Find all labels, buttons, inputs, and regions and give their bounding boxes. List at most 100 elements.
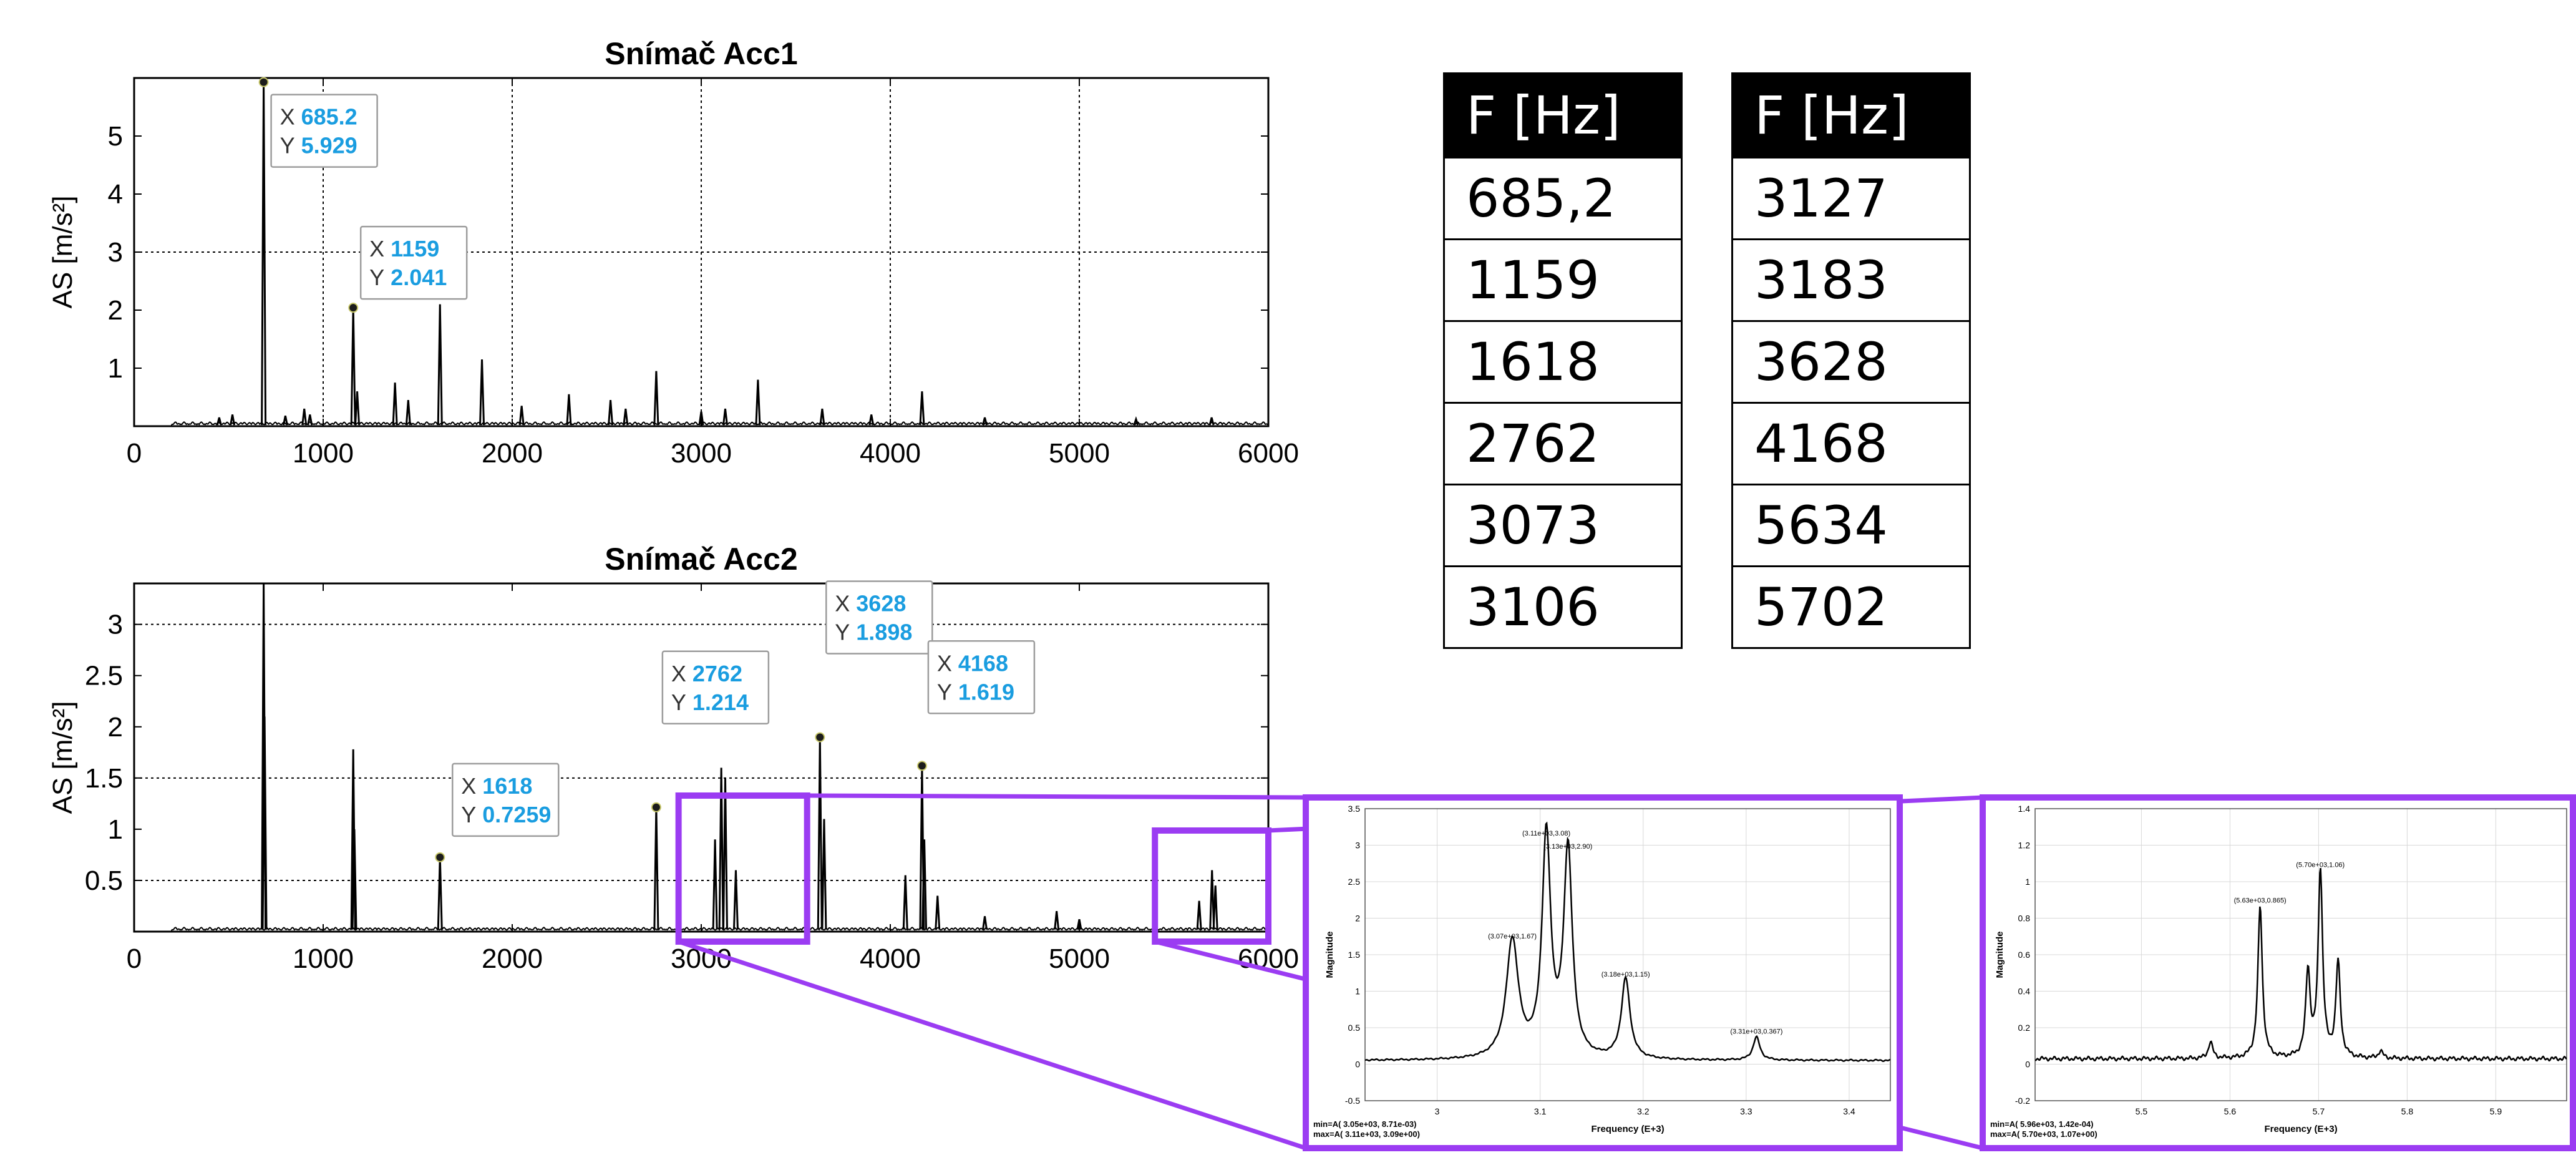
table-header: F [Hz]: [1731, 72, 1971, 158]
x-tick-label: 0: [127, 438, 142, 469]
y-tick-label: 3: [1355, 841, 1360, 850]
x-tick-label: 1000: [293, 438, 354, 469]
chart-title: Snímač Acc2: [605, 542, 797, 577]
datatip-y-value: 1.214: [693, 690, 749, 715]
chart-title: Snímač Acc1: [605, 36, 797, 71]
y-tick-label: 2: [1355, 914, 1360, 924]
spectrum-peak: [732, 870, 739, 930]
chart-panel-1: 0 1000 2000 3000 4000 5000 6000 1 2 3 4 5 Snímač Acc…: [47, 36, 1299, 469]
spectrum-peak: [935, 895, 941, 930]
zoom-panel-2: 5.5 5.6 5.7 5.8 5.9 -0.2 0 0.2 0.4 0.6 0.8 1 1.2 1.4 F…: [1980, 794, 2576, 1151]
peak-label: (5.63e+03,0.865): [2234, 897, 2287, 904]
zoom-panel-bg: [1306, 797, 1900, 1148]
y-tick-label: 0.5: [1348, 1023, 1361, 1033]
readout-line: min=A( 3.05e+03, 8.71e-03): [1313, 1119, 1417, 1129]
y-tick-label: 3: [108, 237, 123, 268]
datatip-y-label: Y: [280, 133, 295, 158]
zoom-panel-bg: [1983, 797, 2573, 1148]
datatip-y-label: Y: [369, 265, 384, 290]
spectrum-peak: [698, 411, 704, 426]
y-tick-label: 1.5: [1348, 950, 1361, 960]
datatip-y-label: Y: [671, 690, 686, 715]
spectrum-peak: [301, 408, 308, 426]
table-cell: 3183: [1731, 238, 1971, 322]
peak-label: (3.11e+03,3.08): [1522, 830, 1570, 837]
y-tick-label: 3.5: [1348, 804, 1361, 814]
peak-label: (3.18e+03,1.15): [1601, 971, 1650, 978]
datatip-x-label: X: [937, 650, 952, 676]
x-tick-label: 5.5: [2136, 1106, 2148, 1116]
datatip-marker: [435, 852, 445, 862]
spectrum-peak: [261, 716, 268, 930]
plot-area: [133, 582, 1270, 933]
spectrum-peak: [819, 408, 825, 426]
table-cell: 2762: [1443, 402, 1683, 485]
y-tick-label: 1: [1355, 987, 1360, 997]
spectrum-peak: [1196, 900, 1202, 930]
x-tick-label: 3.3: [1740, 1106, 1752, 1116]
x-tick-label: 3.2: [1637, 1106, 1650, 1116]
spectrum-peak: [821, 819, 827, 930]
table-cell: 1159: [1443, 238, 1683, 322]
x-tick-label: 3.1: [1534, 1106, 1547, 1116]
x-tick-label: 5.6: [2224, 1106, 2237, 1116]
plot-area: [2034, 808, 2567, 1101]
datatip-y-value: 5.929: [301, 133, 357, 158]
x-tick-label: 5.8: [2401, 1106, 2414, 1116]
spectrum-peak: [282, 415, 288, 426]
x-tick-label: 6000: [1238, 438, 1299, 469]
y-tick-label: 2: [108, 712, 123, 743]
x-tick-label: 5.7: [2313, 1106, 2325, 1116]
datatip-box: [359, 225, 468, 300]
datatip-y-value: 1.898: [856, 620, 912, 645]
datatip-x-label: X: [461, 773, 476, 799]
spectrum-peak: [653, 371, 659, 426]
table-cell: 3628: [1731, 320, 1971, 404]
y-axis-label: Magnitude: [1324, 932, 1335, 978]
spectrum-peak: [1054, 911, 1060, 930]
y-axis-label: AS [m/s²]: [47, 196, 78, 309]
datatip-x-label: X: [280, 104, 295, 130]
spectrum-peak: [755, 379, 761, 426]
y-tick-label: 0.2: [2018, 1023, 2031, 1033]
spectrum-peak: [722, 777, 728, 930]
table-cell: 5634: [1731, 484, 1971, 567]
spectrum-line: [2035, 868, 2567, 1062]
datatip-marker: [916, 761, 927, 771]
spectrum-peak: [1212, 885, 1218, 930]
spectrum-peak: [1209, 870, 1215, 930]
x-axis-label: Frequency (E+3): [1591, 1124, 1664, 1134]
spectrum-peak: [722, 408, 728, 426]
peak-label: (3.13e+03,2.90): [1543, 843, 1592, 850]
datatip-x-value: 1618: [482, 773, 532, 799]
y-tick-label: 5: [108, 121, 123, 152]
spectrum-peak: [982, 916, 988, 930]
y-tick-label: 4: [108, 179, 123, 210]
frequency-table-1: F [Hz] 685,2 1159 1618 2762 3073 3106: [1443, 72, 1683, 649]
table-cell: 1618: [1443, 320, 1683, 404]
spectrum-peak: [718, 768, 724, 930]
table-cell: 3073: [1443, 484, 1683, 567]
spectrum-peak: [868, 414, 875, 426]
datatip-x-label: X: [835, 591, 850, 616]
datatip-x-value: 3628: [856, 591, 906, 616]
datatip-x-value: 1159: [391, 236, 439, 261]
x-tick-label: 2000: [482, 943, 543, 974]
readout-line: max=A( 5.70e+03, 1.07e+00): [1990, 1129, 2097, 1139]
spectrum-line: [1365, 821, 1890, 1062]
datatip-marker: [651, 802, 661, 812]
zoom-connector-line: [678, 939, 1307, 1151]
datatip-marker: [258, 77, 269, 87]
spectrum-peak: [405, 400, 411, 426]
table-header: F [Hz]: [1443, 72, 1683, 158]
zoom-frame: [1980, 794, 2576, 1151]
spectrum-peak: [1208, 417, 1215, 426]
spectrum-baseline: [134, 927, 1268, 932]
x-tick-label: 5000: [1049, 438, 1110, 469]
y-tick-label: 2.5: [1348, 877, 1361, 887]
x-axis-label: Frequency (E+3): [2264, 1124, 2337, 1134]
y-axis-label: AS [m/s²]: [47, 701, 78, 814]
datatip-y-value: 1.619: [958, 679, 1014, 704]
spectrum-peak: [712, 839, 718, 930]
